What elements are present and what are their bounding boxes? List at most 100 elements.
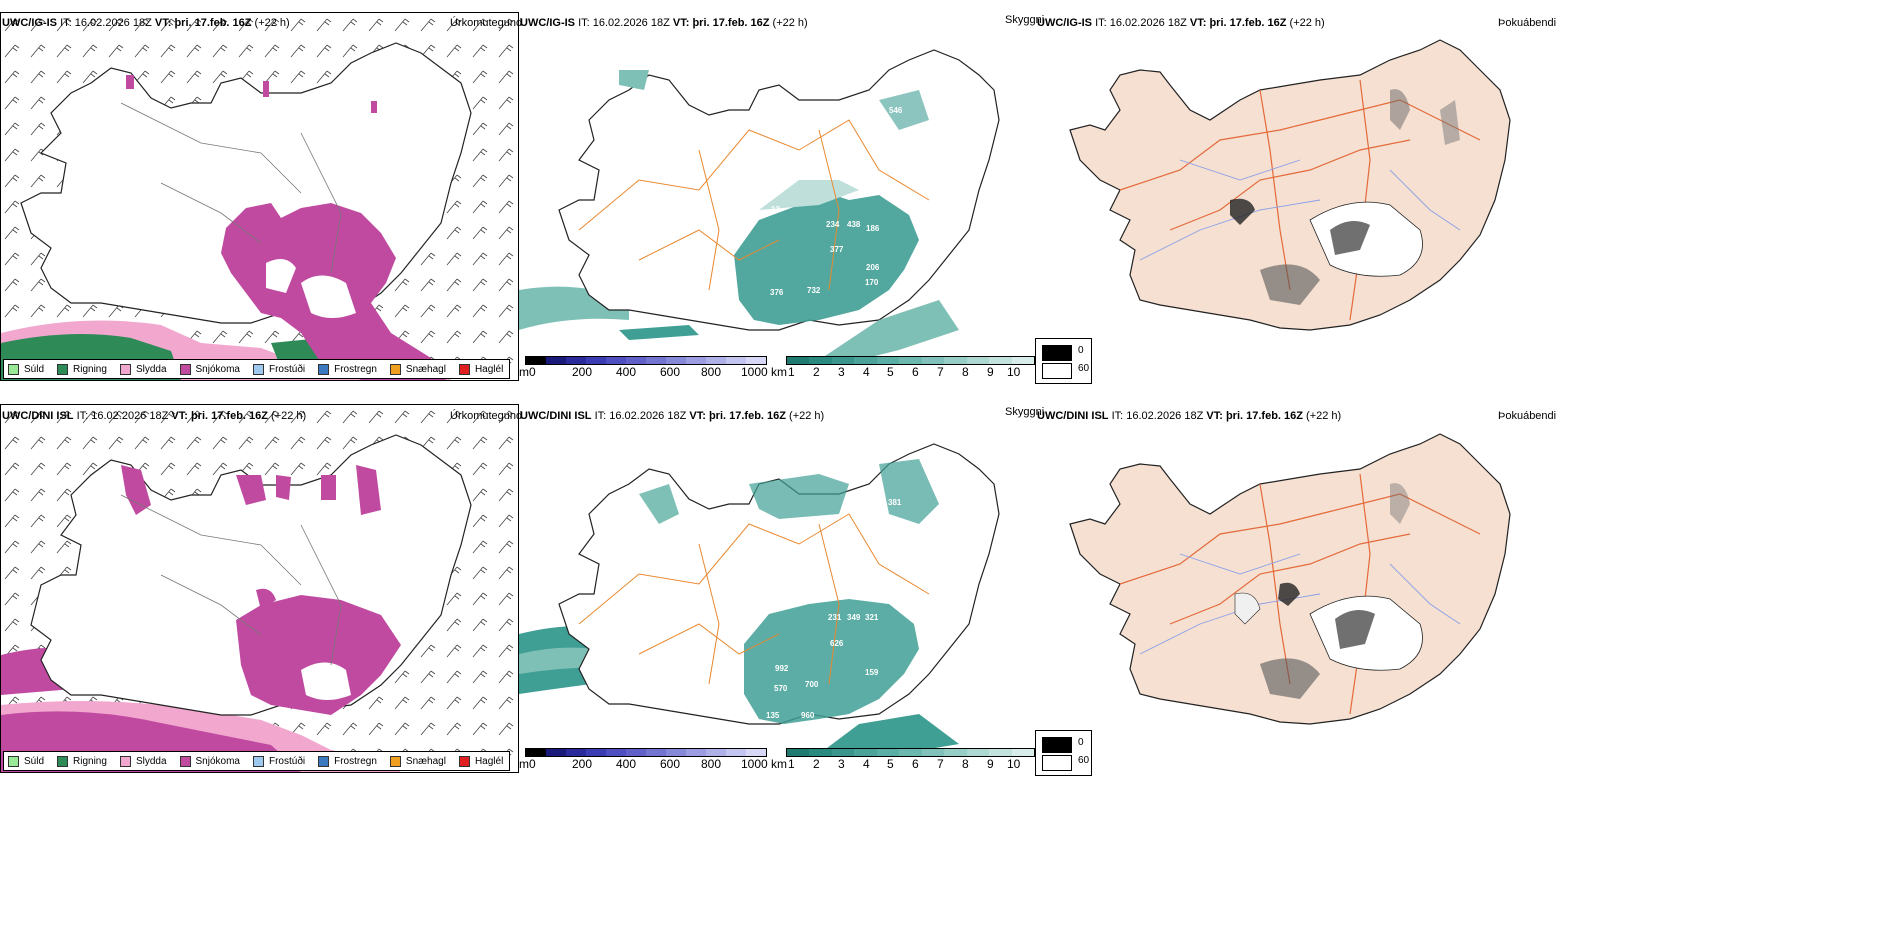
vis-title-row2: Skyggni [1005, 406, 1045, 418]
vis-cells [786, 356, 1035, 365]
cloud-legend-value: 60 [1078, 363, 1090, 374]
vis-label: 992 [775, 664, 789, 673]
model-name: UWC/DINI ISL [1037, 410, 1109, 422]
vis-tick: 7 [937, 757, 944, 771]
vis-map-row2: 188 231 349 321 626 992 570 700 159 381 … [519, 443, 1000, 754]
vis-tick: 9 [987, 757, 994, 771]
model-name: UWC/IG-IS [2, 17, 57, 29]
vis-label: 349 [847, 613, 861, 622]
vt-label: VT: [154, 17, 172, 29]
vis-tick: 2 [813, 757, 820, 771]
vis-label: 76 [783, 339, 792, 348]
valid-time: þri. 17.feb. 16Z [692, 17, 770, 29]
legend-swatch [458, 363, 470, 375]
legend-swatch [179, 363, 191, 375]
ceiling-tick: 1000 [741, 757, 768, 771]
ceiling-colorbar-row1: m 0 200 400 600 800 1000 [519, 356, 769, 379]
init-time: 16.02.2026 18Z [592, 17, 670, 29]
vis-tick: 10 [1007, 365, 1021, 379]
fog-panel-row2 [1060, 424, 1550, 754]
legend-item-rigning: Rigning [57, 363, 107, 375]
vis-tick: 1 [788, 757, 795, 771]
precip-title-row2: Úrkomutegund [450, 410, 523, 422]
vt-label: VT: [672, 17, 690, 29]
cloud-legend-value: 0 [1078, 737, 1084, 748]
vis-tick: 2 [813, 365, 820, 379]
ceiling-cells [525, 356, 767, 365]
legend-swatch [252, 363, 264, 375]
vis-tick: 5 [887, 757, 894, 771]
init-time: 16.02.2026 18Z [1126, 410, 1204, 422]
vis-header-row2: UWC/DINI ISL IT: 16.02.2026 18Z VT: þri.… [520, 410, 824, 422]
vis-title-row1: Skyggni [1005, 14, 1045, 26]
vis-label: 700 [805, 680, 819, 689]
vt-label: VT: [1206, 410, 1223, 422]
vis-tick: 1 [788, 365, 795, 379]
ceiling-tick: 400 [616, 365, 637, 379]
vis-label: 13 [771, 205, 780, 214]
legend-item-slydda: Slydda [119, 363, 167, 375]
vis-label: 234 [826, 220, 840, 229]
vt-label: VT: [171, 410, 188, 422]
vis-label: 376 [770, 288, 784, 297]
ceiling-tick: 800 [701, 365, 722, 379]
vis-tick: 7 [937, 365, 944, 379]
vis-tick: 10 [1007, 757, 1021, 771]
vis-tick: 3 [838, 365, 845, 379]
valid-time: þri. 17.feb. 16Z [1225, 410, 1303, 422]
vis-label: 438 [847, 220, 861, 229]
legend-swatch [318, 755, 330, 767]
precip-legend-row2: Súld Rigning Slydda Snjókoma Frostúði Fr… [3, 751, 511, 771]
cloud-legend-value: 60 [1078, 755, 1090, 766]
vis-tick: 4 [863, 365, 870, 379]
vis-label: 188 [772, 597, 786, 606]
legend-swatch [179, 755, 191, 767]
vis-label: 377 [830, 245, 844, 254]
vt-label: VT: [689, 410, 706, 422]
cloud-legend-row2: 0 60 [1035, 730, 1092, 776]
ceiling-unit: m [519, 365, 529, 379]
vis-panel-row1: 13 234 438 186 377 206 170 376 732 546 8… [519, 30, 1029, 360]
precip-panel-row1: Súld Rigning Slydda Snjókoma Frostúði Fr… [0, 12, 519, 381]
legend-item-snjokoma: Snjókoma [179, 363, 240, 375]
legend-swatch [57, 755, 69, 767]
legend-item-snaehagl: Snæhagl [389, 755, 446, 767]
legend-item-snaehagl: Snæhagl [389, 363, 446, 375]
vis-colorbar-row2: km 1 2 3 4 5 6 7 8 9 10 [771, 748, 1036, 771]
it-label: IT: [594, 410, 607, 422]
legend-item-haglel: Haglél [458, 755, 503, 767]
ceiling-tick: 200 [572, 365, 593, 379]
legend-swatch [119, 363, 131, 375]
legend-swatch [318, 363, 330, 375]
vis-label: 626 [830, 639, 844, 648]
legend-item-sudl: Súld [8, 755, 44, 767]
fog-header-row2: UWC/DINI ISL IT: 16.02.2026 18Z VT: þri.… [1037, 410, 1341, 422]
init-time: 16.02.2026 18Z [1109, 17, 1187, 29]
legend-item-frostregn: Frostregn [318, 363, 377, 375]
vis-map-row1: 13 234 438 186 377 206 170 376 732 546 8… [519, 49, 1000, 360]
ceiling-tick: 0 [529, 365, 536, 379]
vis-tick: 8 [962, 757, 969, 771]
precip-header-row2: UWC/DINI ISL IT: 16.02.2026 18Z VT: þri.… [2, 410, 306, 422]
vis-unit: km [771, 365, 787, 379]
it-label: IT: [578, 17, 590, 29]
vis-tick: 5 [887, 365, 894, 379]
legend-item-snjokoma: Snjókoma [179, 755, 240, 767]
precip-legend-row1: Súld Rigning Slydda Snjókoma Frostúði Fr… [3, 359, 511, 379]
cloud-swatch-black [1042, 737, 1072, 753]
vis-label: 321 [865, 613, 879, 622]
vis-tick: 3 [838, 757, 845, 771]
ceiling-tick: 600 [660, 757, 681, 771]
legend-swatch [252, 755, 264, 767]
fog-title-row2: Þokuábendi [1498, 410, 1557, 422]
init-time: 16.02.2026 18Z [91, 410, 169, 422]
model-name: UWC/DINI ISL [520, 410, 592, 422]
lead-time: (+22 h) [254, 17, 290, 29]
vt-label: VT: [1189, 17, 1207, 29]
precip-header-row1: UWC/IG-IS IT: 16.02.2026 18Z VT: þri. 17… [2, 17, 290, 29]
legend-swatch [119, 755, 131, 767]
ceiling-tick: 0 [529, 757, 536, 771]
init-time: 16.02.2026 18Z [74, 17, 152, 29]
vis-label: 170 [865, 278, 879, 287]
vis-label: 231 [828, 613, 842, 622]
